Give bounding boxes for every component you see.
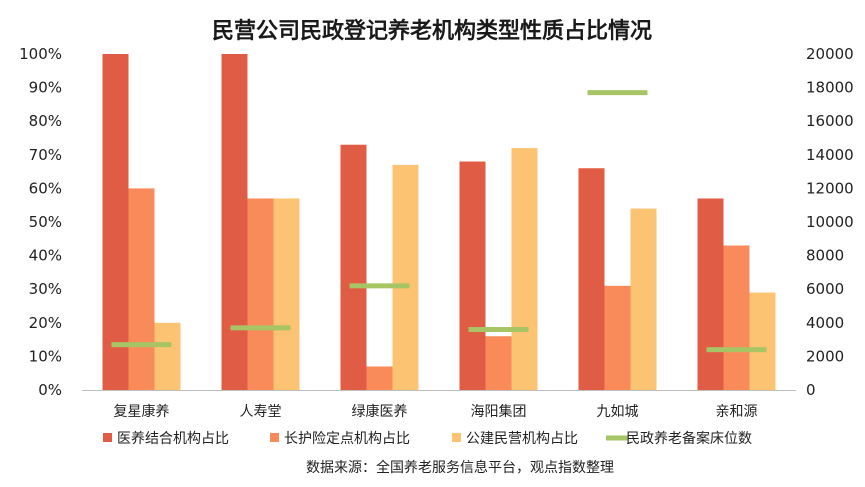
bar-2 [128, 188, 155, 390]
right-axis-tick-label: 16000 [806, 112, 854, 130]
category-label: 海阳集团 [471, 403, 527, 420]
legend-swatch [452, 433, 461, 442]
right-axis-tick-label: 18000 [806, 79, 854, 97]
bar-2 [723, 245, 750, 390]
category-label: 九如城 [597, 404, 639, 420]
bar-3 [749, 292, 776, 390]
right-axis-tick-label: 0 [806, 381, 816, 399]
left-axis-tick-label: 20% [29, 314, 62, 332]
left-axis-tick-label: 90% [29, 79, 62, 97]
bar-1 [459, 161, 486, 390]
bed-count-marker [706, 347, 767, 353]
right-axis-tick-label: 12000 [806, 179, 854, 197]
left-axis-tick-label: 70% [29, 146, 62, 164]
right-axis-tick-label: 14000 [806, 146, 854, 164]
bed-count-marker [587, 90, 648, 96]
bed-count-marker [349, 283, 410, 289]
bar-1 [221, 54, 248, 390]
left-axis-tick-label: 40% [29, 247, 62, 265]
category-label: 绿康医养 [352, 403, 408, 420]
left-axis-tick-label: 100% [19, 45, 62, 63]
left-axis-tick-label: 50% [29, 213, 62, 231]
legend-label: 民政养老备案床位数 [626, 430, 752, 447]
bed-count-marker [468, 327, 529, 333]
right-axis-ticks: 0 2000 4000 6000 8000 10000 12000 14000 16000 180… [806, 45, 854, 399]
bar-1 [340, 144, 367, 390]
bar-2 [366, 366, 393, 390]
source-note: 数据来源：全国养老服务信息平台，观点指数整理 [306, 459, 614, 476]
bar-1 [102, 54, 129, 390]
left-axis-tick-label: 0% [38, 381, 62, 399]
category-label: 人寿堂 [240, 403, 282, 420]
bar-3 [392, 164, 419, 390]
bar-1 [578, 168, 605, 390]
bar-1 [697, 198, 724, 390]
right-axis-tick-label: 4000 [806, 314, 844, 332]
left-axis-tick-label: 80% [29, 112, 62, 130]
bar-3 [273, 198, 300, 390]
bar-2 [604, 285, 631, 390]
bar-3 [630, 208, 657, 390]
right-axis-tick-label: 2000 [806, 347, 844, 365]
bed-count-marker [111, 342, 172, 348]
legend: 医养结合机构占比 长护险定点机构占比 公建民营机构占比 民政养老备案床位数 [103, 430, 752, 447]
bar-marks [102, 54, 776, 390]
bar-2 [247, 198, 274, 390]
bed-count-marker [230, 325, 291, 331]
left-axis-ticks: 0% 10% 20% 30% 40% 50% 60% 70% 80% 90% 100% [19, 45, 62, 399]
left-axis-tick-label: 30% [29, 280, 62, 298]
bar-3 [154, 322, 181, 390]
legend-swatch [606, 435, 628, 441]
legend-swatch [270, 433, 279, 442]
left-axis-tick-label: 60% [29, 179, 62, 197]
right-axis-tick-label: 20000 [806, 45, 854, 63]
legend-label: 公建民营机构占比 [466, 431, 578, 447]
right-axis-tick-label: 8000 [806, 247, 844, 265]
bed-count-markers [111, 90, 767, 353]
legend-label: 长护险定点机构占比 [284, 431, 410, 447]
category-labels: 复星康养 人寿堂 绿康医养 海阳集团 九如城 亲和源 [114, 403, 758, 420]
bar-3 [511, 148, 538, 390]
legend-label: 医养结合机构占比 [117, 431, 229, 447]
left-axis-tick-label: 10% [29, 347, 62, 365]
chart-title: 民营公司民政登记养老机构类型性质占比情况 [212, 18, 652, 44]
right-axis-tick-label: 6000 [806, 280, 844, 298]
bar-2 [485, 336, 512, 390]
right-axis-tick-label: 10000 [806, 213, 854, 231]
category-label: 复星康养 [114, 403, 170, 420]
legend-swatch [103, 433, 112, 442]
category-label: 亲和源 [716, 404, 758, 420]
